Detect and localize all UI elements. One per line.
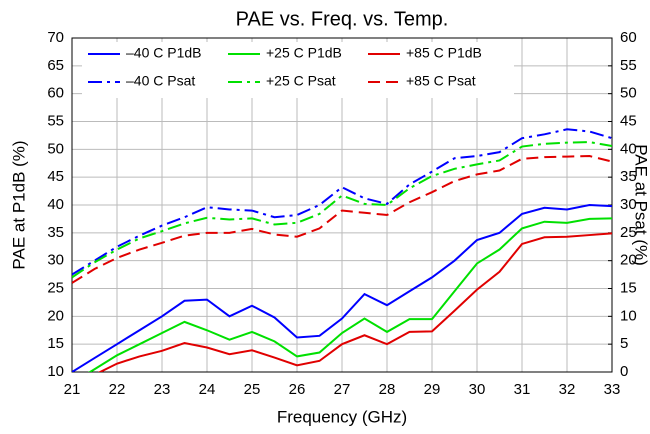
y-tick-label: 55 xyxy=(47,112,64,129)
x-tick-label: 30 xyxy=(469,381,486,398)
series-line xyxy=(72,141,612,279)
y2-tick-label: 5 xyxy=(620,335,628,352)
legend-label: +85 C P1dB xyxy=(406,45,482,61)
x-tick-label: 29 xyxy=(424,381,441,398)
y-tick-label: 70 xyxy=(47,29,64,46)
legend-label: +25 C P1dB xyxy=(266,45,342,61)
y-tick-label: 15 xyxy=(47,335,64,352)
y-tick-label: 30 xyxy=(47,252,64,269)
plot-frame xyxy=(71,37,613,373)
y-tick-label: 45 xyxy=(47,168,64,185)
x-tick-label: 21 xyxy=(64,381,81,398)
x-tick-label: 32 xyxy=(559,381,576,398)
x-tick-label: 28 xyxy=(379,381,396,398)
legend-label: +85 C Psat xyxy=(406,73,476,89)
y2-tick-label: 50 xyxy=(620,85,637,102)
y2-tick-label: 20 xyxy=(620,252,637,269)
y2-tick-label: 60 xyxy=(620,29,637,46)
y-tick-label: 65 xyxy=(47,57,64,74)
legend-label: –40 C P1dB xyxy=(126,45,202,61)
x-tick-label: 22 xyxy=(109,381,126,398)
x-axis-label: Frequency (GHz) xyxy=(277,407,407,426)
x-tick-label: 33 xyxy=(604,381,621,398)
y2-tick-label: 30 xyxy=(620,196,637,213)
x-tick-label: 27 xyxy=(334,381,351,398)
legend-box xyxy=(82,42,514,98)
series-line xyxy=(88,217,612,372)
x-tick-label: 25 xyxy=(244,381,261,398)
y-tick-label: 40 xyxy=(47,196,64,213)
y2-tick-label: 40 xyxy=(620,140,637,157)
y2-tick-label: 10 xyxy=(620,307,637,324)
chart-title: PAE vs. Freq. vs. Temp. xyxy=(236,8,449,30)
x-tick-label: 23 xyxy=(154,381,171,398)
y-tick-label: 60 xyxy=(47,85,64,102)
series-line xyxy=(72,155,612,284)
plot-area xyxy=(72,128,612,372)
y-tick-label: 35 xyxy=(47,224,64,241)
y-tick-label: 20 xyxy=(47,307,64,324)
y2-tick-label: 35 xyxy=(620,168,637,185)
x-tick-label: 31 xyxy=(514,381,531,398)
y2-tick-label: 45 xyxy=(620,112,637,129)
legend-label: –40 C Psat xyxy=(126,73,195,89)
y2-tick-label: 25 xyxy=(620,224,637,241)
y-tick-label: 25 xyxy=(47,279,64,296)
y2-tick-label: 55 xyxy=(620,57,637,74)
legend-label: +25 C Psat xyxy=(266,73,336,89)
series-line xyxy=(72,203,612,372)
y2-tick-label: 15 xyxy=(620,279,637,296)
y-axis-label: PAE at P1dB (%) xyxy=(9,140,28,269)
series-line xyxy=(72,128,612,276)
y2-axis-label: PAE at Psat (%) xyxy=(632,144,650,266)
x-tick-label: 24 xyxy=(199,381,216,398)
y-tick-label: 50 xyxy=(47,140,64,157)
series-line xyxy=(97,232,612,372)
x-tick-label: 26 xyxy=(289,381,306,398)
y2-tick-label: 0 xyxy=(620,363,628,380)
y-tick-label: 10 xyxy=(47,363,64,380)
